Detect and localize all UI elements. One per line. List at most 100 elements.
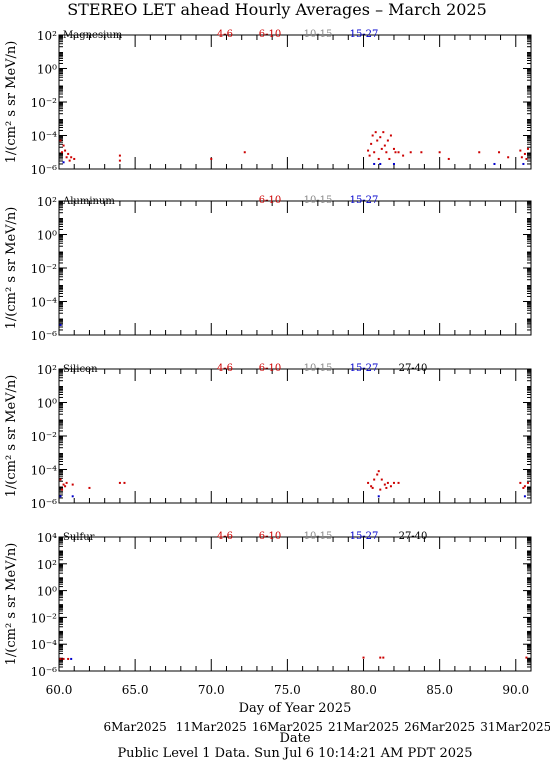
data-point bbox=[373, 162, 376, 165]
y-tick-label: 10⁻⁴ bbox=[31, 296, 58, 310]
data-point bbox=[371, 486, 374, 489]
data-point bbox=[70, 657, 73, 660]
data-point bbox=[118, 481, 121, 484]
panel-magnesium: 10² 10⁰ 10⁻² 10⁻⁴ 10⁻⁶ 1/(cm² s sr MeV/n) Magn… bbox=[4, 29, 532, 177]
y-tick-label: 10⁻² bbox=[31, 430, 58, 444]
legend-entry: 15-27 bbox=[350, 363, 379, 374]
data-point bbox=[523, 152, 526, 155]
data-point bbox=[243, 151, 246, 154]
legend-entry: 4-6 bbox=[217, 363, 233, 374]
date-tick-label: 31Mar2025 bbox=[480, 720, 550, 734]
data-point bbox=[522, 486, 525, 489]
y-axis-label: 1/(cm² s sr MeV/n) bbox=[4, 41, 19, 164]
data-point bbox=[379, 488, 382, 491]
data-point bbox=[379, 656, 382, 659]
data-point bbox=[362, 656, 365, 659]
data-point bbox=[118, 159, 121, 162]
plot-frame bbox=[58, 34, 532, 170]
data-point bbox=[71, 483, 74, 486]
legend-entry: 27-40 bbox=[399, 363, 428, 374]
data-point bbox=[61, 151, 64, 154]
figure-title: STEREO LET ahead Hourly Averages – March… bbox=[67, 0, 487, 19]
data-point bbox=[525, 157, 528, 160]
data-point bbox=[59, 323, 62, 326]
data-point bbox=[65, 156, 68, 159]
data-point bbox=[62, 483, 65, 486]
data-point bbox=[64, 485, 67, 488]
data-point bbox=[210, 157, 213, 160]
legend-entry: 6-10 bbox=[259, 195, 281, 206]
footer-text: Public Level 1 Data. Sun Jul 6 10:14:21 … bbox=[117, 746, 472, 761]
data-point bbox=[498, 151, 501, 154]
data-point bbox=[478, 151, 481, 154]
legend-entry: 10-15 bbox=[304, 29, 333, 40]
date-tick-label: 16Mar2025 bbox=[252, 720, 323, 734]
legend-entry: 10-15 bbox=[304, 363, 333, 374]
panels-group: 10² 10⁰ 10⁻² 10⁻⁴ 10⁻⁶ 1/(cm² s sr MeV/n) Magn… bbox=[4, 29, 532, 697]
y-tick-label: 10² bbox=[37, 558, 57, 572]
data-point bbox=[376, 473, 379, 476]
data-point bbox=[526, 481, 529, 484]
data-point bbox=[519, 149, 522, 152]
y-tick-label: 10⁻² bbox=[31, 611, 58, 625]
panel-silicon: 10² 10⁰ 10⁻² 10⁻⁴ 10⁻⁶ 1/(cm² s sr MeV/n) Sili… bbox=[4, 363, 532, 511]
data-point bbox=[377, 470, 380, 473]
date-tick-label: 21Mar2025 bbox=[328, 720, 399, 734]
date-ticks-group: 6Mar2025 11Mar2025 16Mar2025 21Mar2025 26Mar… bbox=[103, 720, 550, 734]
legend-entry: 15-27 bbox=[350, 531, 379, 542]
data-point bbox=[519, 481, 522, 484]
plot-frame bbox=[58, 200, 532, 336]
y-tick-label: 10⁰ bbox=[37, 585, 57, 599]
data-point bbox=[368, 154, 371, 157]
data-point bbox=[382, 131, 385, 134]
data-point bbox=[59, 478, 62, 481]
data-point bbox=[447, 157, 450, 160]
y-tick-label: 10⁰ bbox=[37, 229, 57, 243]
data-point bbox=[370, 142, 373, 145]
y-axis-label: 1/(cm² s sr MeV/n) bbox=[4, 375, 19, 498]
x-tick-label: 65.0 bbox=[122, 683, 149, 697]
data-point bbox=[520, 156, 523, 159]
data-point bbox=[61, 488, 64, 491]
data-point bbox=[62, 657, 65, 660]
data-point bbox=[379, 162, 382, 165]
data-point bbox=[374, 131, 377, 134]
data-point bbox=[382, 656, 385, 659]
data-point bbox=[67, 657, 70, 660]
legend-entry: 4-6 bbox=[217, 531, 233, 542]
data-point bbox=[397, 481, 400, 484]
data-point bbox=[383, 483, 386, 486]
x-tick-label: 60.0 bbox=[46, 683, 73, 697]
y-tick-label: 10⁻⁶ bbox=[31, 163, 58, 177]
data-point bbox=[392, 481, 395, 484]
legend-entry: 27-40 bbox=[399, 531, 428, 542]
data-point bbox=[377, 495, 380, 498]
data-point bbox=[380, 478, 383, 481]
data-point bbox=[377, 157, 380, 160]
data-point bbox=[493, 162, 496, 165]
data-point bbox=[507, 156, 510, 159]
y-tick-label: 10⁻⁶ bbox=[31, 497, 58, 511]
x-tick-label: 75.0 bbox=[274, 683, 301, 697]
data-point bbox=[389, 485, 392, 488]
data-point bbox=[373, 151, 376, 154]
data-point bbox=[88, 486, 91, 489]
data-point bbox=[397, 151, 400, 154]
x-tick-label: 70.0 bbox=[198, 683, 225, 697]
y-tick-label: 10⁰ bbox=[37, 63, 57, 77]
legend-entry: 6-10 bbox=[259, 29, 281, 40]
y-tick-label: 10⁰ bbox=[37, 397, 57, 411]
data-point bbox=[70, 156, 73, 159]
data-point bbox=[409, 151, 412, 154]
x-tick-label: 85.0 bbox=[426, 683, 453, 697]
species-label: Aluminum bbox=[62, 196, 115, 207]
data-point bbox=[71, 495, 74, 498]
panel-aluminum: 10² 10⁰ 10⁻² 10⁻⁴ 10⁻⁶ 1/(cm² s sr MeV/n) Alum… bbox=[4, 195, 532, 343]
data-point bbox=[65, 481, 68, 484]
legend-entry: 4-6 bbox=[217, 29, 233, 40]
y-tick-label: 10⁻⁴ bbox=[31, 130, 58, 144]
y-tick-label: 10⁴ bbox=[37, 531, 57, 545]
data-point bbox=[389, 134, 392, 137]
y-tick-label: 10⁻⁴ bbox=[31, 638, 58, 652]
